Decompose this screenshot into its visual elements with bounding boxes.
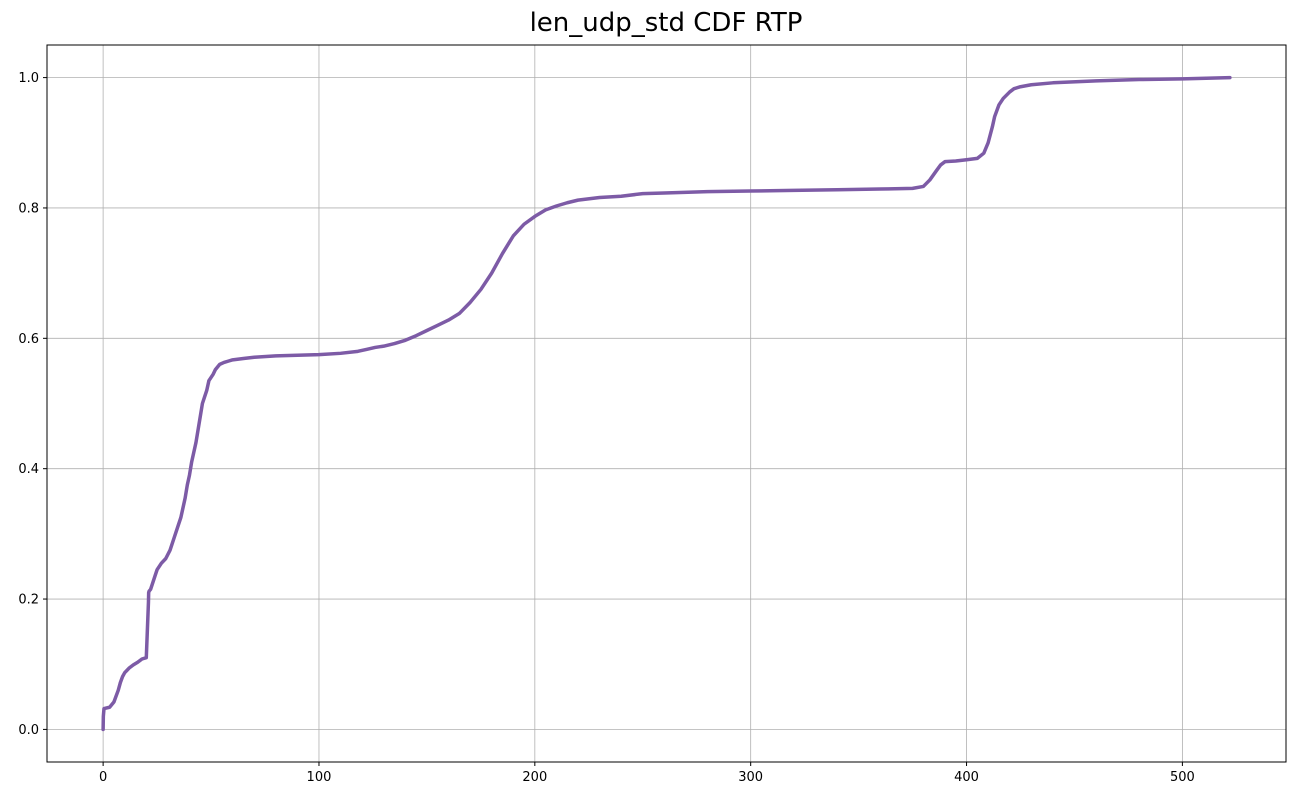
x-tick-label: 100 (307, 770, 332, 785)
grid-lines (47, 45, 1286, 762)
y-tick-label: 1.0 (18, 71, 39, 86)
x-axis: 0 100 200 300 400 500 (99, 762, 1195, 785)
plot-frame (46, 44, 1287, 763)
y-tick-label: 0.0 (18, 723, 39, 738)
x-tick-label: 500 (1170, 770, 1195, 785)
x-tick-label: 0 (99, 770, 107, 785)
x-tick-label: 300 (738, 770, 763, 785)
cdf-series-line (101, 75, 1232, 732)
y-tick-label: 0.2 (18, 593, 39, 608)
chart-title: len_udp_std CDF RTP (529, 8, 803, 38)
y-tick-label: 0.8 (18, 201, 39, 216)
x-tick-label: 200 (522, 770, 547, 785)
y-axis: 0.0 0.2 0.4 0.6 0.8 1.0 (18, 71, 47, 738)
series-layer (101, 75, 1232, 732)
x-tick-label: 400 (954, 770, 979, 785)
y-tick-label: 0.6 (18, 332, 39, 347)
y-tick-label: 0.4 (18, 462, 39, 477)
